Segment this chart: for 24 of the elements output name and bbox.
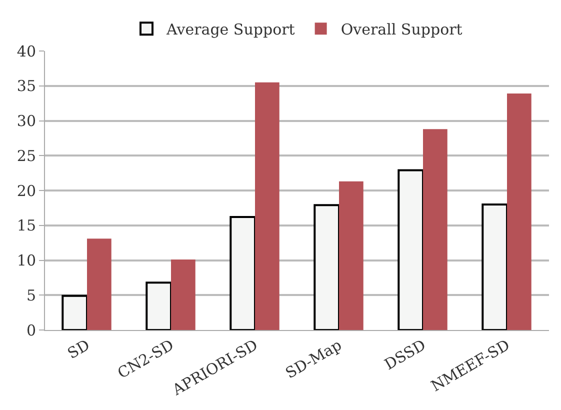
bar bbox=[171, 260, 196, 330]
y-tick-label: 35 bbox=[16, 77, 36, 96]
x-tick-label: SD bbox=[64, 336, 93, 363]
bar bbox=[314, 204, 340, 330]
y-tick-label: 20 bbox=[16, 182, 36, 200]
y-tick-label: 40 bbox=[16, 42, 36, 60]
y-tick-label: 5 bbox=[26, 286, 36, 304]
legend-label: Average Support bbox=[166, 20, 295, 39]
legend-label: Overall Support bbox=[340, 20, 462, 39]
y-tick-label: 25 bbox=[16, 146, 36, 165]
bar bbox=[146, 282, 172, 330]
y-tick-label: 30 bbox=[16, 112, 36, 130]
bar bbox=[398, 169, 424, 330]
bar bbox=[339, 181, 364, 330]
y-tick-label: 10 bbox=[16, 252, 36, 270]
bar bbox=[507, 94, 532, 330]
y-tick-label: 0 bbox=[26, 321, 36, 340]
bar bbox=[62, 294, 88, 330]
bar bbox=[230, 216, 256, 330]
bar bbox=[255, 82, 280, 330]
bar bbox=[87, 238, 112, 330]
bar bbox=[423, 129, 448, 330]
bar bbox=[482, 203, 508, 330]
y-tick-label: 15 bbox=[16, 216, 36, 235]
